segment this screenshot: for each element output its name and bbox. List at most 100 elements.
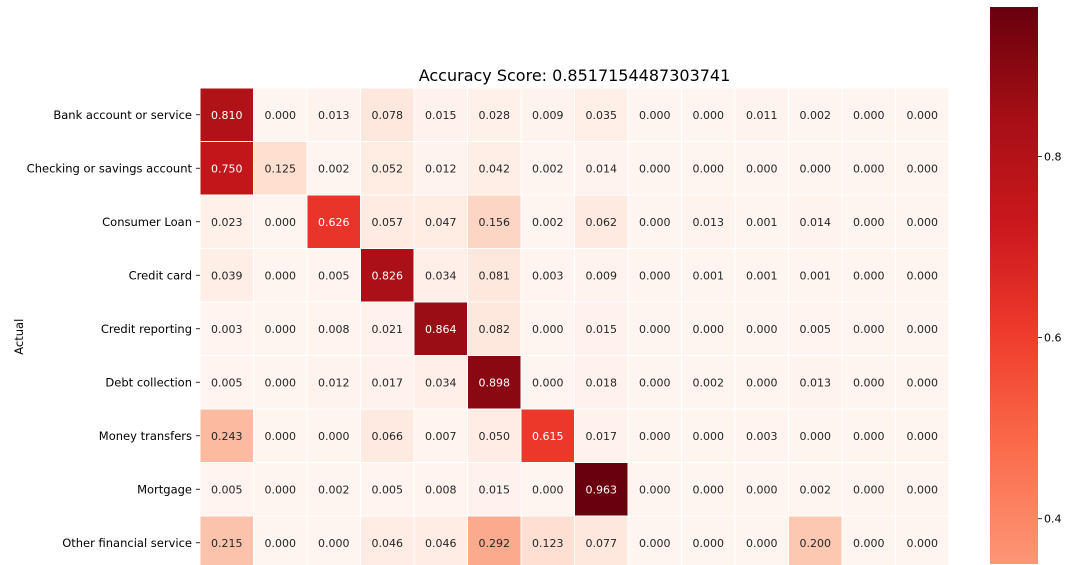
heatmap-cell bbox=[253, 87, 308, 142]
heatmap-cell bbox=[681, 462, 736, 517]
cell-value-label: 0.009 bbox=[586, 269, 618, 282]
heatmap-cell bbox=[360, 141, 415, 196]
cell-value-label: 0.615 bbox=[532, 430, 564, 443]
cell-value-label: 0.018 bbox=[586, 376, 618, 389]
cell-value-label: 0.042 bbox=[479, 162, 511, 175]
cell-value-label: 0.000 bbox=[853, 483, 885, 496]
cell-value-label: 0.000 bbox=[907, 109, 939, 122]
heatmap-cell bbox=[467, 515, 522, 565]
heatmap-cell bbox=[413, 248, 468, 303]
heatmap-cell bbox=[788, 301, 843, 356]
heatmap-cell bbox=[734, 194, 789, 249]
heatmap-cell bbox=[574, 87, 629, 142]
cell-value-label: 0.000 bbox=[853, 323, 885, 336]
cell-value-label: 0.000 bbox=[532, 376, 564, 389]
cell-value-label: 0.810 bbox=[211, 109, 243, 122]
cell-value-label: 0.000 bbox=[853, 162, 885, 175]
cell-value-label: 0.021 bbox=[372, 323, 404, 336]
cell-value-label: 0.000 bbox=[907, 162, 939, 175]
row-tick-label: Money transfers bbox=[99, 429, 192, 443]
cell-value-label: 0.078 bbox=[372, 109, 404, 122]
heatmap-cell bbox=[788, 194, 843, 249]
cell-value-label: 0.000 bbox=[853, 109, 885, 122]
cell-value-label: 0.000 bbox=[907, 216, 939, 229]
cell-value-label: 0.050 bbox=[479, 430, 511, 443]
cell-value-label: 0.000 bbox=[639, 537, 671, 550]
cell-value-label: 0.000 bbox=[639, 162, 671, 175]
cell-value-label: 0.005 bbox=[211, 376, 243, 389]
cell-value-label: 0.000 bbox=[318, 430, 350, 443]
cell-value-label: 0.013 bbox=[318, 109, 350, 122]
heatmap-cell bbox=[895, 87, 950, 142]
heatmap-cell bbox=[199, 194, 254, 249]
colorbar-ticks: 0.4 0.6 0.8 bbox=[1038, 150, 1062, 526]
heatmap-cell bbox=[520, 355, 575, 410]
heatmap-cell bbox=[734, 141, 789, 196]
heatmap-cell bbox=[681, 301, 736, 356]
heatmap-cell bbox=[413, 462, 468, 517]
cell-value-label: 0.001 bbox=[746, 216, 778, 229]
cell-value-label: 0.012 bbox=[425, 162, 457, 175]
cell-value-label: 0.000 bbox=[318, 537, 350, 550]
heatmap-cell bbox=[467, 462, 522, 517]
cell-value-label: 0.014 bbox=[586, 162, 618, 175]
cell-value-label: 0.000 bbox=[265, 430, 297, 443]
heatmap-cell bbox=[841, 355, 896, 410]
cell-value-label: 0.000 bbox=[265, 109, 297, 122]
cell-value-label: 0.963 bbox=[586, 483, 618, 496]
heatmap-cell bbox=[306, 515, 361, 565]
row-tick-label: Debt collection bbox=[105, 375, 192, 389]
heatmap-cell bbox=[841, 248, 896, 303]
cell-value-label: 0.864 bbox=[425, 323, 457, 336]
colorbar: 0.4 0.6 0.8 bbox=[990, 7, 1062, 564]
cell-value-label: 0.000 bbox=[746, 483, 778, 496]
heatmap-cell bbox=[413, 355, 468, 410]
cell-value-label: 0.000 bbox=[853, 376, 885, 389]
colorbar-tick-label: 0.6 bbox=[1044, 332, 1062, 345]
heatmap-cell bbox=[895, 462, 950, 517]
cell-value-label: 0.002 bbox=[800, 483, 832, 496]
cell-value-label: 0.005 bbox=[800, 323, 832, 336]
cell-value-label: 0.826 bbox=[372, 269, 404, 282]
cell-value-label: 0.000 bbox=[853, 269, 885, 282]
cell-value-label: 0.046 bbox=[425, 537, 457, 550]
heatmap-cell bbox=[574, 141, 629, 196]
heatmap-cell bbox=[895, 248, 950, 303]
cell-value-label: 0.000 bbox=[693, 430, 725, 443]
heatmap-cell bbox=[788, 87, 843, 142]
heatmap-cell bbox=[627, 355, 682, 410]
row-tick-label: Other financial service bbox=[62, 536, 192, 550]
heatmap-cell bbox=[520, 248, 575, 303]
cell-value-label: 0.012 bbox=[318, 376, 350, 389]
colorbar-gradient bbox=[990, 7, 1038, 564]
cell-value-label: 0.000 bbox=[746, 376, 778, 389]
cell-value-label: 0.023 bbox=[211, 216, 243, 229]
row-tick-label: Credit reporting bbox=[101, 322, 192, 336]
heatmap-cell bbox=[788, 355, 843, 410]
heatmap-cell bbox=[199, 248, 254, 303]
cell-value-label: 0.082 bbox=[479, 323, 511, 336]
cell-value-label: 0.014 bbox=[800, 216, 832, 229]
heatmap-cell bbox=[788, 408, 843, 463]
heatmap-cell bbox=[788, 515, 843, 565]
heatmap-cell bbox=[520, 515, 575, 565]
cell-value-label: 0.898 bbox=[479, 376, 511, 389]
cell-value-label: 0.003 bbox=[211, 323, 243, 336]
heatmap-cell bbox=[520, 141, 575, 196]
heatmap-cell bbox=[413, 141, 468, 196]
cell-value-label: 0.626 bbox=[318, 216, 350, 229]
cell-value-label: 0.017 bbox=[372, 376, 404, 389]
cell-value-label: 0.000 bbox=[907, 483, 939, 496]
heatmap-cell bbox=[253, 515, 308, 565]
cell-value-label: 0.215 bbox=[211, 537, 243, 550]
heatmap-cell bbox=[895, 408, 950, 463]
heatmap-cell bbox=[413, 301, 468, 356]
chart-title: Accuracy Score: 0.8517154487303741 bbox=[419, 66, 731, 85]
heatmap-cell bbox=[841, 515, 896, 565]
cell-value-label: 0.003 bbox=[746, 430, 778, 443]
heatmap-cell bbox=[253, 462, 308, 517]
row-tick-label: Checking or savings account bbox=[27, 161, 193, 175]
heatmap-cell bbox=[895, 141, 950, 196]
cell-value-label: 0.000 bbox=[800, 430, 832, 443]
